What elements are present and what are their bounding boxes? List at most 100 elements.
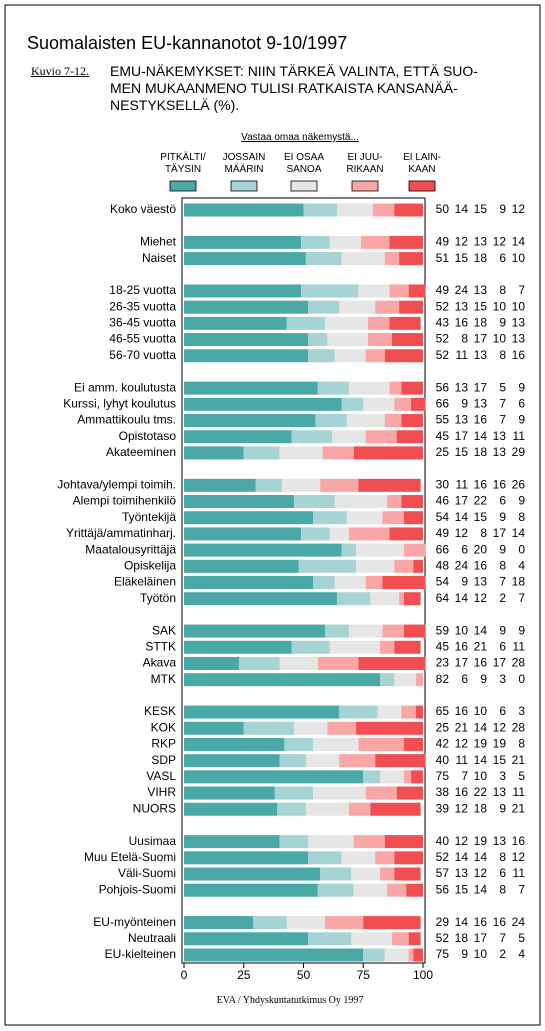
value-label: 13 — [474, 575, 488, 589]
bar-segment — [387, 495, 402, 509]
value-label: 13 — [455, 413, 469, 427]
bar-segment — [308, 835, 354, 849]
bar-segment — [279, 446, 323, 460]
bar-segment — [358, 656, 426, 670]
category-label: 56-70 vuotta — [109, 348, 176, 362]
bar-segment — [184, 414, 316, 428]
category-label: Eläkeläinen — [114, 575, 176, 589]
bar-segment — [255, 478, 282, 492]
value-label: 25 — [436, 445, 450, 459]
value-label: 6 — [499, 494, 506, 508]
category-label: SAK — [152, 623, 176, 637]
value-label: 9 — [499, 623, 506, 637]
value-label: 19 — [474, 737, 488, 751]
bar-segment — [370, 592, 400, 606]
bar-segment — [382, 576, 426, 589]
bar-segment — [387, 883, 407, 897]
bar-segment — [394, 640, 421, 654]
category-label: KESK — [144, 704, 176, 718]
bar-segment — [313, 737, 359, 751]
bar-segment — [411, 397, 426, 411]
value-label: 17 — [455, 429, 469, 443]
value-label: 10 — [512, 251, 526, 265]
value-label: 24 — [455, 283, 469, 297]
value-label: 13 — [493, 834, 507, 848]
value-label: 16 — [493, 915, 507, 929]
category-label: Ei amm. koulutusta — [74, 380, 176, 394]
value-label: 5 — [518, 769, 525, 783]
bar-segment — [308, 932, 352, 946]
bar-segment — [375, 851, 395, 865]
bar-segment — [315, 414, 347, 428]
bar-segment — [353, 835, 385, 849]
value-label: 14 — [455, 850, 469, 864]
bar-segment — [184, 640, 292, 654]
category-label: EU-myönteinen — [93, 915, 176, 929]
bar-segment — [403, 737, 423, 751]
value-label: 21 — [474, 639, 488, 653]
value-label: 10 — [512, 299, 526, 313]
bar-segment — [334, 349, 366, 363]
bar-segment — [184, 446, 244, 460]
value-label: 8 — [480, 526, 487, 540]
bar-segment — [399, 252, 423, 266]
value-label: 14 — [455, 510, 469, 524]
bar-segment — [363, 948, 385, 962]
bar-segment — [413, 948, 423, 962]
value-label: 14 — [474, 720, 488, 734]
bar-segment — [308, 333, 328, 347]
value-label: 4 — [518, 558, 525, 572]
legend-title: Vastaa omaa näkemystä... — [241, 132, 359, 143]
bar-segment — [358, 737, 404, 751]
bar-segment — [375, 300, 400, 314]
value-label: 0 — [518, 542, 525, 556]
value-label: 9 — [480, 672, 487, 686]
value-label: 13 — [493, 445, 507, 459]
bar-segment — [291, 430, 333, 444]
value-label: 3 — [499, 672, 506, 686]
bar-segment — [389, 284, 409, 298]
category-label: EU-kielteinen — [105, 947, 176, 961]
bar-segment — [184, 543, 342, 557]
value-label: 15 — [455, 251, 469, 265]
value-label: 8 — [518, 510, 525, 524]
value-label: 9 — [461, 575, 468, 589]
value-label: 17 — [474, 380, 488, 394]
category-label: 36-45 vuotta — [109, 316, 176, 330]
bar-segment — [317, 656, 359, 670]
value-label: 15 — [455, 882, 469, 896]
bar-segment — [394, 851, 423, 865]
value-label: 14 — [474, 850, 488, 864]
value-label: 28 — [512, 720, 526, 734]
bar-segment — [341, 851, 376, 865]
value-label: 17 — [493, 526, 507, 540]
bar-segment — [401, 705, 416, 719]
value-label: 2 — [499, 591, 506, 605]
value-label: 12 — [455, 737, 469, 751]
value-label: 6 — [499, 704, 506, 718]
bar-segment — [184, 592, 337, 606]
category-label: Työtön — [140, 591, 176, 605]
bar-segment — [341, 397, 364, 411]
value-label: 10 — [493, 332, 507, 346]
bar-segment — [394, 673, 416, 687]
value-label: 3 — [499, 769, 506, 783]
value-label: 11 — [456, 348, 469, 362]
category-label: STTK — [145, 639, 176, 653]
bar-segment — [184, 300, 309, 314]
value-label: 12 — [455, 235, 469, 249]
value-label: 13 — [474, 397, 488, 411]
value-label: 5 — [499, 380, 506, 394]
bar-segment — [243, 446, 280, 460]
bar-segment — [368, 333, 392, 347]
value-label: 13 — [455, 866, 469, 880]
value-label: 8 — [499, 283, 506, 297]
legend-swatch — [230, 180, 258, 192]
value-label: 51 — [436, 251, 450, 265]
value-label: 28 — [512, 656, 526, 670]
source: EVA / Yhdyskuntatutkimus Oy 1997 — [216, 995, 364, 1006]
bar-segment — [329, 527, 349, 541]
value-label: 11 — [456, 477, 469, 491]
value-label: 16 — [455, 639, 469, 653]
